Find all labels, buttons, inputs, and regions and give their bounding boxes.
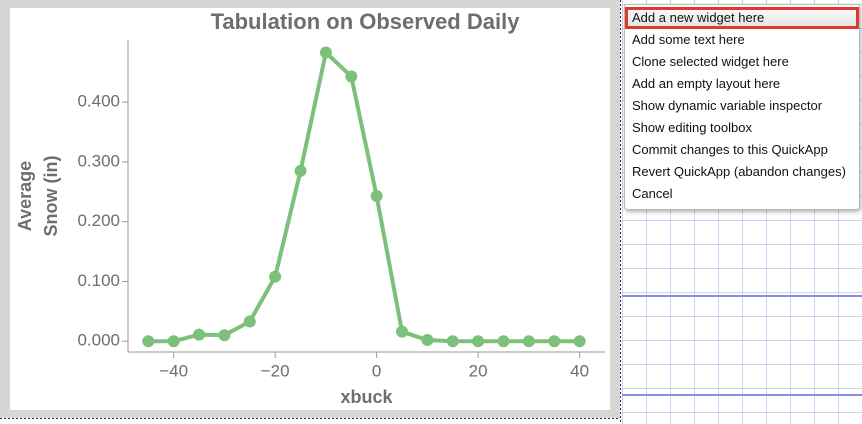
y-tick-label: 0.000 bbox=[77, 331, 120, 350]
y-axis-label: Snow (in) bbox=[41, 156, 61, 237]
data-point bbox=[243, 315, 256, 328]
y-tick-label: 0.400 bbox=[77, 92, 120, 111]
x-tick-label: 40 bbox=[570, 361, 589, 380]
plot: Tabulation on Observed Daily 0.000 0.100 0… bbox=[15, 9, 605, 407]
menu-item[interactable]: Clone selected widget here bbox=[632, 54, 789, 69]
menu-item[interactable]: Show editing toolbox bbox=[632, 120, 752, 135]
y-tick-label: 0.100 bbox=[77, 271, 120, 290]
data-point bbox=[497, 335, 510, 348]
data-point bbox=[193, 328, 206, 341]
x-tick-label: −40 bbox=[159, 361, 188, 380]
x-tick-label: 0 bbox=[372, 361, 381, 380]
data-point bbox=[548, 335, 561, 348]
data-point bbox=[167, 335, 180, 348]
menu-item[interactable]: Add a new widget here bbox=[625, 7, 859, 29]
y-axis-label: Average bbox=[15, 161, 35, 231]
x-tick-label: 20 bbox=[469, 361, 488, 380]
x-axis-label: xbuck bbox=[340, 387, 393, 407]
data-point bbox=[269, 270, 282, 283]
menu-item[interactable]: Add some text here bbox=[632, 32, 745, 47]
menu-item[interactable]: Show dynamic variable inspector bbox=[632, 98, 823, 113]
data-point bbox=[319, 46, 332, 59]
menu-item[interactable]: Cancel bbox=[632, 186, 673, 201]
chart-title: Tabulation on Observed Daily bbox=[211, 9, 521, 34]
data-point bbox=[396, 325, 409, 338]
data-point bbox=[142, 335, 155, 348]
context-menu: Add a new widget here Add some text here C… bbox=[624, 4, 860, 210]
data-point bbox=[370, 190, 383, 202]
data-point bbox=[294, 164, 307, 177]
y-tick-label: 0.300 bbox=[77, 151, 120, 170]
menu-item[interactable]: Commit changes to this QuickApp bbox=[632, 142, 828, 157]
data-point bbox=[345, 70, 358, 83]
data-point bbox=[472, 335, 485, 348]
menu-item[interactable]: Add an empty layout here bbox=[632, 76, 781, 91]
menu-item[interactable]: Revert QuickApp (abandon changes) bbox=[632, 164, 846, 179]
data-point bbox=[218, 329, 231, 342]
data-point bbox=[573, 335, 586, 348]
y-tick-label: 0.200 bbox=[77, 211, 120, 230]
data-point bbox=[522, 335, 535, 348]
data-point bbox=[421, 334, 434, 347]
x-tick-label: −20 bbox=[261, 361, 290, 380]
data-point bbox=[446, 335, 459, 348]
